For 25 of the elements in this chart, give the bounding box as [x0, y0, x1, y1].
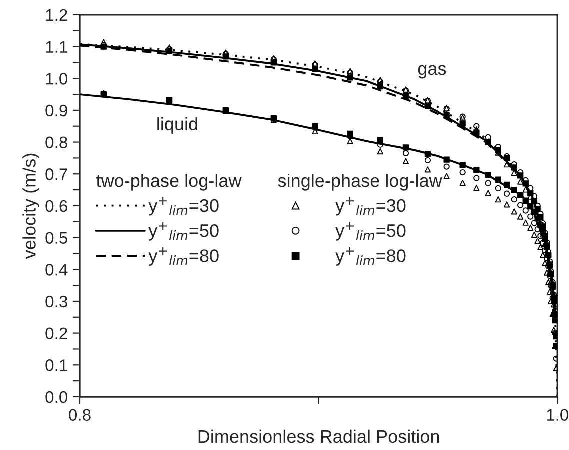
- y-tick-label: 0.2: [46, 328, 68, 340]
- annotation: liquid: [158, 117, 198, 134]
- annotation: gas: [418, 65, 446, 79]
- text: single-phase log-law: [278, 174, 442, 191]
- y-tick-label: 0.4: [46, 264, 68, 276]
- y-tick-label: 1.0: [46, 73, 68, 85]
- y-tick-label: 0.0: [46, 391, 68, 404]
- y-tick-label: 0.3: [46, 296, 68, 308]
- y-tick-label: 0.5: [46, 232, 68, 244]
- legend-label: y$^{+}$$_{lim}$=80: [336, 247, 406, 266]
- y-tick-label: 1.2: [46, 9, 68, 21]
- legend-label: y$^{+}$$_{lim}$=50: [336, 222, 406, 241]
- y-axis-title: velocity (m/s): [22, 154, 40, 260]
- y-tick-label: 0.8: [46, 136, 68, 148]
- text: two-phase log-law: [96, 174, 242, 191]
- legend-label: y$^{+}$$_{lim}$=30: [148, 197, 219, 216]
- y-tick-label: 1.1: [46, 41, 68, 53]
- legend-label: y$^{+}$$_{lim}$=80: [148, 247, 219, 266]
- y-tick-label: 0.9: [46, 104, 68, 117]
- y-tick-label: 0.1: [46, 360, 68, 372]
- legend-label: y$^{+}$$_{lim}$=50: [148, 222, 219, 241]
- y-tick-label: 0.6: [46, 200, 68, 212]
- x-axis-title: Dimensionless Radial Position: [198, 430, 440, 444]
- legend-label: y$^{+}$$_{lim}$=30: [336, 197, 406, 216]
- y-tick-label: 0.7: [46, 168, 68, 180]
